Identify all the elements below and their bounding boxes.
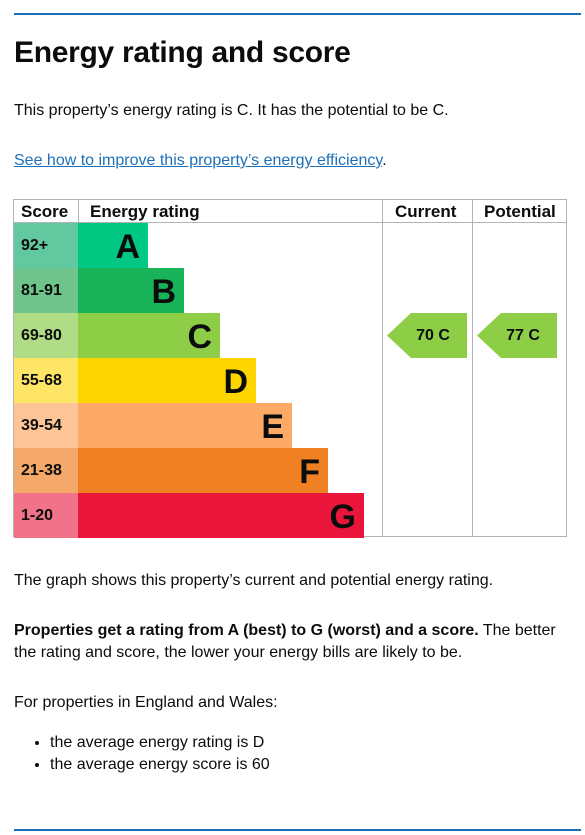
band-score-a: 92+ (14, 223, 78, 268)
header-energy-rating: Energy rating (90, 202, 200, 221)
header-current: Current (395, 202, 457, 221)
band-score-g: 1-20 (14, 493, 78, 538)
averages-list: the average energy rating is D the avera… (14, 732, 270, 776)
band-bar-b: B (78, 268, 184, 313)
region-intro: For properties in England and Wales: (14, 694, 278, 711)
rating-explanation-rest: The better the rating and score, the low… (14, 622, 556, 661)
band-bar-c: C (78, 313, 220, 358)
band-score-f: 21-38 (14, 448, 78, 493)
column-divider (382, 200, 383, 536)
band-score-d: 55-68 (14, 358, 78, 403)
page-title: Energy rating and score (14, 36, 351, 69)
graph-caption: The graph shows this property’s current … (14, 572, 494, 589)
potential-rating-arrow: 77 C (477, 313, 557, 358)
energy-rating-graph: Score Energy rating Current Potential 92… (13, 199, 567, 538)
improve-suffix: . (382, 152, 387, 169)
top-divider (14, 13, 581, 15)
column-divider (472, 200, 473, 536)
band-score-b: 81-91 (14, 268, 78, 313)
current-rating-arrow: 70 C (387, 313, 467, 358)
list-item: the average energy score is 60 (50, 754, 270, 776)
bottom-divider (14, 829, 581, 831)
improve-efficiency-link[interactable]: See how to improve this property’s energ… (14, 152, 383, 169)
rating-explanation-bold: Properties get a rating from A (best) to… (14, 622, 479, 639)
band-score-e: 39-54 (14, 403, 78, 448)
band-bar-e: E (78, 403, 292, 448)
header-score: Score (21, 202, 69, 221)
header-potential: Potential (484, 202, 556, 221)
band-score-c: 69-80 (14, 313, 78, 358)
band-bar-a: A (78, 223, 148, 268)
list-item: the average energy rating is D (50, 732, 270, 754)
band-bar-f: F (78, 448, 328, 493)
band-bar-g: G (78, 493, 364, 538)
rating-explanation: Properties get a rating from A (best) to… (14, 620, 574, 664)
rating-summary: This property’s energy rating is C. It h… (14, 102, 449, 119)
improve-paragraph: See how to improve this property’s energ… (14, 150, 574, 172)
band-bar-d: D (78, 358, 256, 403)
header-divider (14, 222, 566, 223)
